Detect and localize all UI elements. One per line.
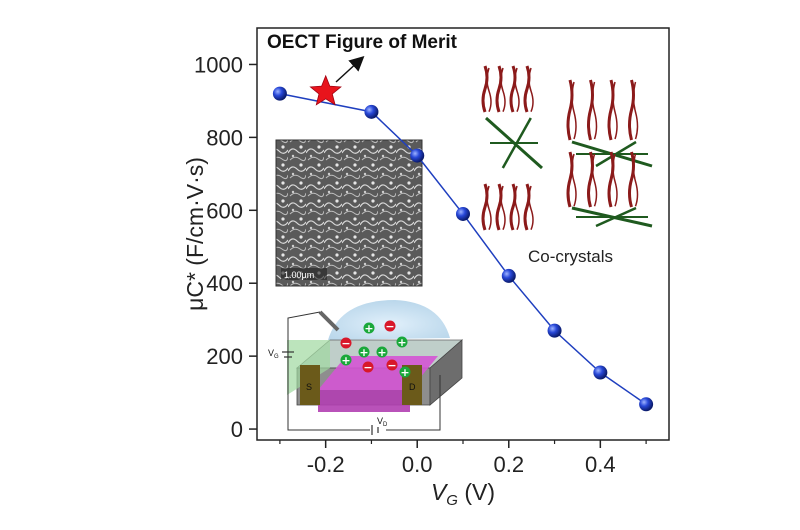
device-schematic: S D VG VD + −− ++ ++− −+ <box>268 300 464 435</box>
cocrystal-structure <box>481 65 653 231</box>
y-tick-label: 1000 <box>194 52 243 77</box>
y-tick-label: 800 <box>206 125 243 150</box>
drain-label: D <box>409 382 416 392</box>
data-point <box>639 397 654 412</box>
data-point <box>547 323 562 338</box>
y-tick-label: 0 <box>231 417 243 442</box>
data-point <box>593 365 608 380</box>
merit-annotation: OECT Figure of Merit <box>267 32 458 53</box>
axis-tick-labels: 0 200 400 600 800 1000 -0.2 0.0 0.2 0.4 <box>194 52 616 477</box>
y-tick-label: 400 <box>206 271 243 296</box>
x-tick-label: -0.2 <box>307 452 345 477</box>
ion-sign: + <box>364 322 373 335</box>
cation-icon <box>396 336 408 348</box>
anion-icon <box>386 359 398 371</box>
ion-sign: + <box>400 366 409 379</box>
series-line <box>279 92 647 405</box>
sem-scale-label: 1.00μm <box>284 270 314 280</box>
axis-ticks <box>249 63 647 448</box>
ion-sign: − <box>387 359 396 372</box>
cation-icon <box>363 322 375 334</box>
molecule-stack <box>481 65 534 113</box>
x-tick-label: 0.2 <box>493 452 524 477</box>
cation-icon <box>376 346 388 358</box>
cocrystal-label: Co-crystals <box>528 247 613 266</box>
sem-inset: 1.00μm <box>275 139 423 287</box>
molecule-stack <box>566 151 639 208</box>
data-point <box>272 86 287 101</box>
anion-icon <box>362 361 374 373</box>
ion-sign: + <box>377 346 386 359</box>
molecule-stack <box>481 183 534 231</box>
ion-sign: + <box>397 336 406 349</box>
highlight-star <box>309 74 342 106</box>
anion-icon <box>384 320 396 332</box>
anion-icon <box>340 337 352 349</box>
cation-icon <box>340 354 352 366</box>
data-point <box>501 268 516 283</box>
x-tick-label: 0.4 <box>585 452 616 477</box>
ion-sign: + <box>341 354 350 367</box>
ion-sign: − <box>385 320 394 333</box>
data-point <box>410 148 425 163</box>
ion-sign: − <box>363 361 372 374</box>
data-point <box>364 104 379 119</box>
y-tick-label: 200 <box>206 344 243 369</box>
x-axis-title: VG (V) <box>431 479 495 509</box>
molecule-stack <box>566 79 639 141</box>
y-axis-title: μC* (F/cm·V·s) <box>182 157 208 311</box>
data-point <box>456 206 470 221</box>
ions: + −− ++ ++− −+ <box>340 320 411 379</box>
merit-arrow <box>335 55 365 83</box>
molecule-link <box>485 116 543 170</box>
molecule-link <box>571 206 653 228</box>
vd-label: VD <box>377 416 388 428</box>
source-label: S <box>306 382 312 392</box>
data-points <box>272 86 654 412</box>
x-tick-label: 0.0 <box>402 452 433 477</box>
ion-sign: + <box>359 346 368 359</box>
vg-label: VG <box>268 348 279 360</box>
y-tick-label: 600 <box>206 198 243 223</box>
cation-icon <box>399 366 411 378</box>
ion-sign: − <box>341 337 350 350</box>
cation-icon <box>358 346 370 358</box>
